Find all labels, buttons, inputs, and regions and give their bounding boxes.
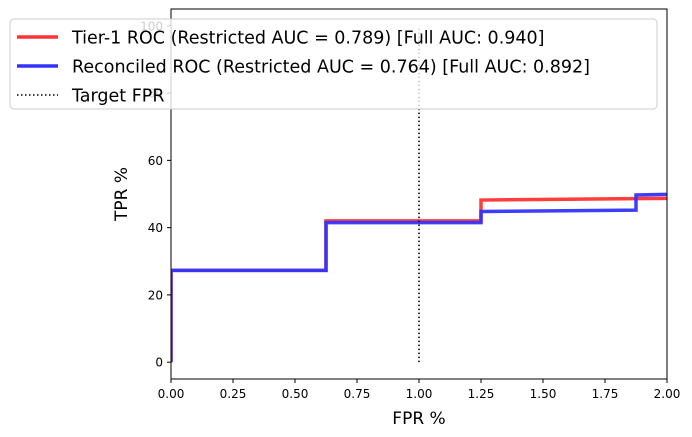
legend-label: Target FPR bbox=[71, 87, 164, 107]
y-axis-label: TPR % bbox=[112, 167, 132, 222]
x-tick-label: 1.75 bbox=[592, 387, 619, 401]
legend-entry-target-fpr: Target FPR bbox=[17, 87, 164, 107]
y-tick-label: 60 bbox=[148, 154, 163, 168]
legend: Tier-1 ROC (Restricted AUC = 0.789) [Ful… bbox=[9, 18, 658, 110]
y-tick-label: 40 bbox=[148, 221, 163, 235]
legend-label: Reconciled ROC (Restricted AUC = 0.764) … bbox=[72, 58, 590, 78]
x-tick-label: 1.00 bbox=[406, 387, 433, 401]
legend-entry-reconciled-roc: Reconciled ROC (Restricted AUC = 0.764) … bbox=[17, 58, 590, 78]
legend-box bbox=[9, 18, 658, 110]
series-line-reconciled-roc bbox=[171, 192, 667, 363]
x-tick-label: 1.25 bbox=[468, 387, 495, 401]
y-tick-label: 20 bbox=[148, 288, 163, 302]
x-tick-label: 1.50 bbox=[530, 387, 557, 401]
x-tick-label: 0.00 bbox=[158, 387, 185, 401]
x-tick-label: 0.50 bbox=[282, 387, 309, 401]
x-axis-label: FPR % bbox=[392, 409, 445, 429]
x-tick-label: 2.00 bbox=[654, 387, 681, 401]
legend-label: Tier-1 ROC (Restricted AUC = 0.789) [Ful… bbox=[71, 29, 544, 49]
legend-entry-tier1-roc: Tier-1 ROC (Restricted AUC = 0.789) [Ful… bbox=[17, 29, 544, 49]
x-tick-label: 0.75 bbox=[344, 387, 371, 401]
y-tick-label: 0 bbox=[155, 356, 163, 370]
x-tick-label: 0.25 bbox=[220, 387, 247, 401]
